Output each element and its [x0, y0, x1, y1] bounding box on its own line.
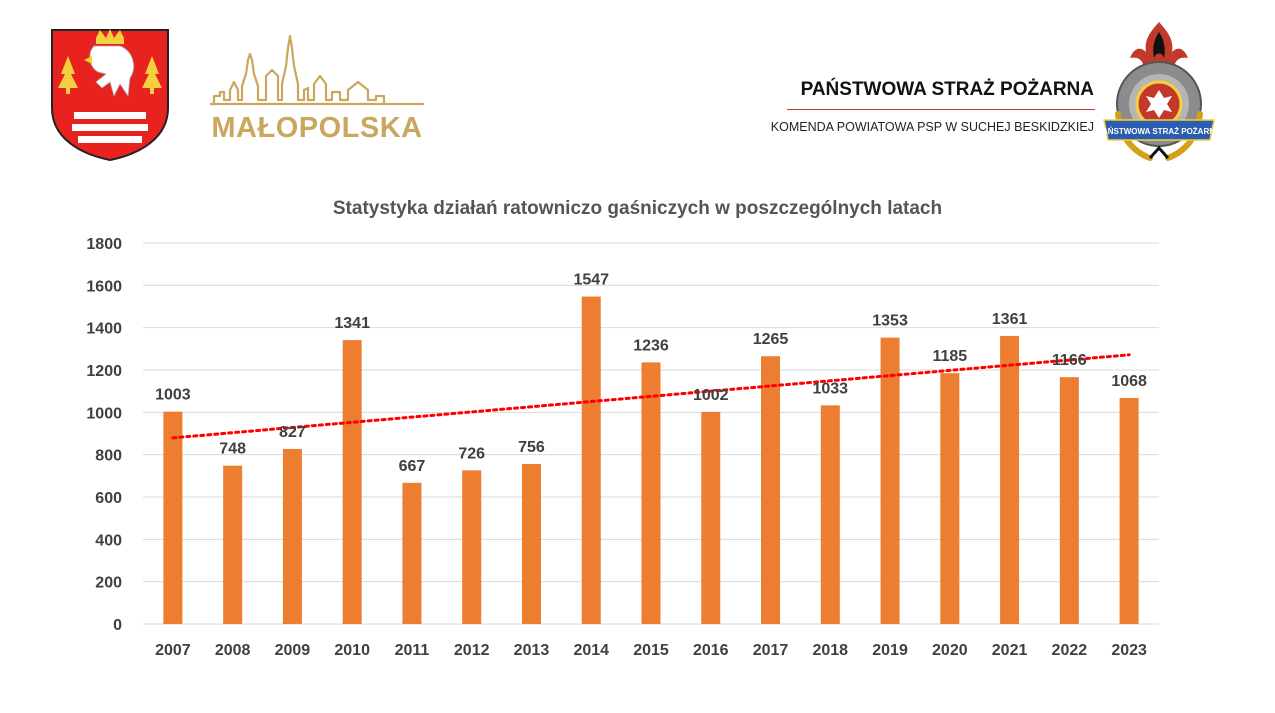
- x-tick-label: 2015: [633, 642, 669, 659]
- x-tick-label: 2019: [872, 642, 908, 659]
- x-tick-label: 2008: [215, 642, 251, 659]
- x-tick-label: 2016: [693, 642, 729, 659]
- bar: [880, 337, 900, 624]
- trendline: [171, 353, 1131, 440]
- bar: [402, 482, 422, 624]
- bar: [223, 465, 243, 624]
- emblem-banner-text: PAŃSTWOWA STRAŻ POŻARNA: [1100, 127, 1218, 136]
- organization-title: PAŃSTWOWA STRAŻ POŻARNA: [800, 79, 1094, 100]
- bar: [701, 411, 721, 624]
- bar: [282, 448, 302, 624]
- data-label: 1265: [753, 331, 789, 348]
- bar: [1119, 397, 1139, 624]
- x-axis-ticks: 2007 2008 2009 2010 2011 2012 2013 2014 2015 2016…: [155, 642, 1147, 659]
- header-divider: [787, 109, 1095, 110]
- data-labels: 1003 748 827 1341 667 726 756 1547 1236 1002 1265 1…: [155, 272, 1147, 475]
- coat-of-arms-logo: [51, 29, 169, 162]
- chart-title: Statystyka działań ratowniczo gaśniczych…: [332, 198, 943, 219]
- x-tick-label: 2010: [334, 642, 370, 659]
- x-tick-label: 2021: [992, 642, 1028, 659]
- data-label: 1361: [992, 311, 1028, 328]
- data-label: 1166: [1052, 352, 1087, 369]
- data-label: 1002: [693, 387, 729, 404]
- bar: [641, 362, 661, 624]
- bar: [940, 373, 960, 624]
- bar: [462, 470, 482, 624]
- data-label: 726: [458, 445, 485, 462]
- data-label: 1068: [1111, 373, 1147, 390]
- y-tick-label: 1800: [86, 236, 122, 253]
- y-tick-label: 1600: [86, 278, 122, 295]
- bar: [163, 411, 183, 624]
- bar: [581, 296, 601, 624]
- x-tick-label: 2007: [155, 642, 191, 659]
- bar: [761, 356, 781, 624]
- data-label: 1341: [334, 315, 370, 332]
- data-label: 1353: [872, 313, 908, 330]
- y-tick-label: 800: [95, 448, 122, 465]
- y-tick-label: 1400: [86, 321, 122, 338]
- bar: [342, 340, 362, 624]
- organization-subtitle: KOMENDA POWIATOWA PSP W SUCHEJ BESKIDZKI…: [770, 120, 1094, 134]
- y-tick-label: 1200: [86, 363, 122, 380]
- x-tick-label: 2014: [573, 642, 609, 659]
- malopolska-skyline-icon: [210, 34, 424, 106]
- x-tick-label: 2012: [454, 642, 490, 659]
- data-label: 756: [518, 439, 545, 456]
- y-tick-label: 200: [95, 575, 122, 592]
- gridlines: [143, 242, 1159, 625]
- y-axis-ticks: 0 200 400 600 800 1000 1200 1400 1600 1800: [86, 236, 122, 634]
- fire-service-emblem: PAŃSTWOWA STRAŻ POŻARNA: [1100, 22, 1218, 161]
- x-tick-label: 2009: [275, 642, 311, 659]
- y-tick-label: 1000: [86, 405, 122, 422]
- bars: [163, 296, 1139, 624]
- data-label: 1236: [633, 337, 669, 354]
- data-label: 827: [279, 424, 306, 441]
- bar: [1000, 335, 1020, 624]
- malopolska-logo: MAŁOPOLSKA: [206, 30, 428, 150]
- x-tick-label: 2023: [1111, 642, 1147, 659]
- data-label: 1547: [573, 272, 609, 289]
- x-tick-label: 2018: [812, 642, 848, 659]
- data-label: 1033: [812, 380, 848, 397]
- data-label: 667: [399, 458, 426, 475]
- data-label: 1003: [155, 387, 191, 404]
- bar: [521, 463, 541, 624]
- y-tick-label: 0: [113, 617, 122, 634]
- y-tick-label: 400: [95, 532, 122, 549]
- x-tick-label: 2011: [395, 642, 430, 659]
- x-tick-label: 2013: [514, 642, 550, 659]
- x-tick-label: 2017: [753, 642, 789, 659]
- data-label: 1185: [932, 348, 967, 365]
- y-tick-label: 600: [95, 490, 122, 507]
- x-tick-label: 2020: [932, 642, 968, 659]
- bar: [1059, 377, 1079, 624]
- malopolska-wordmark: MAŁOPOLSKA: [211, 112, 423, 144]
- x-tick-label: 2022: [1052, 642, 1088, 659]
- trendline-path: [171, 353, 1131, 440]
- bar: [820, 405, 840, 624]
- data-label: 748: [219, 441, 246, 458]
